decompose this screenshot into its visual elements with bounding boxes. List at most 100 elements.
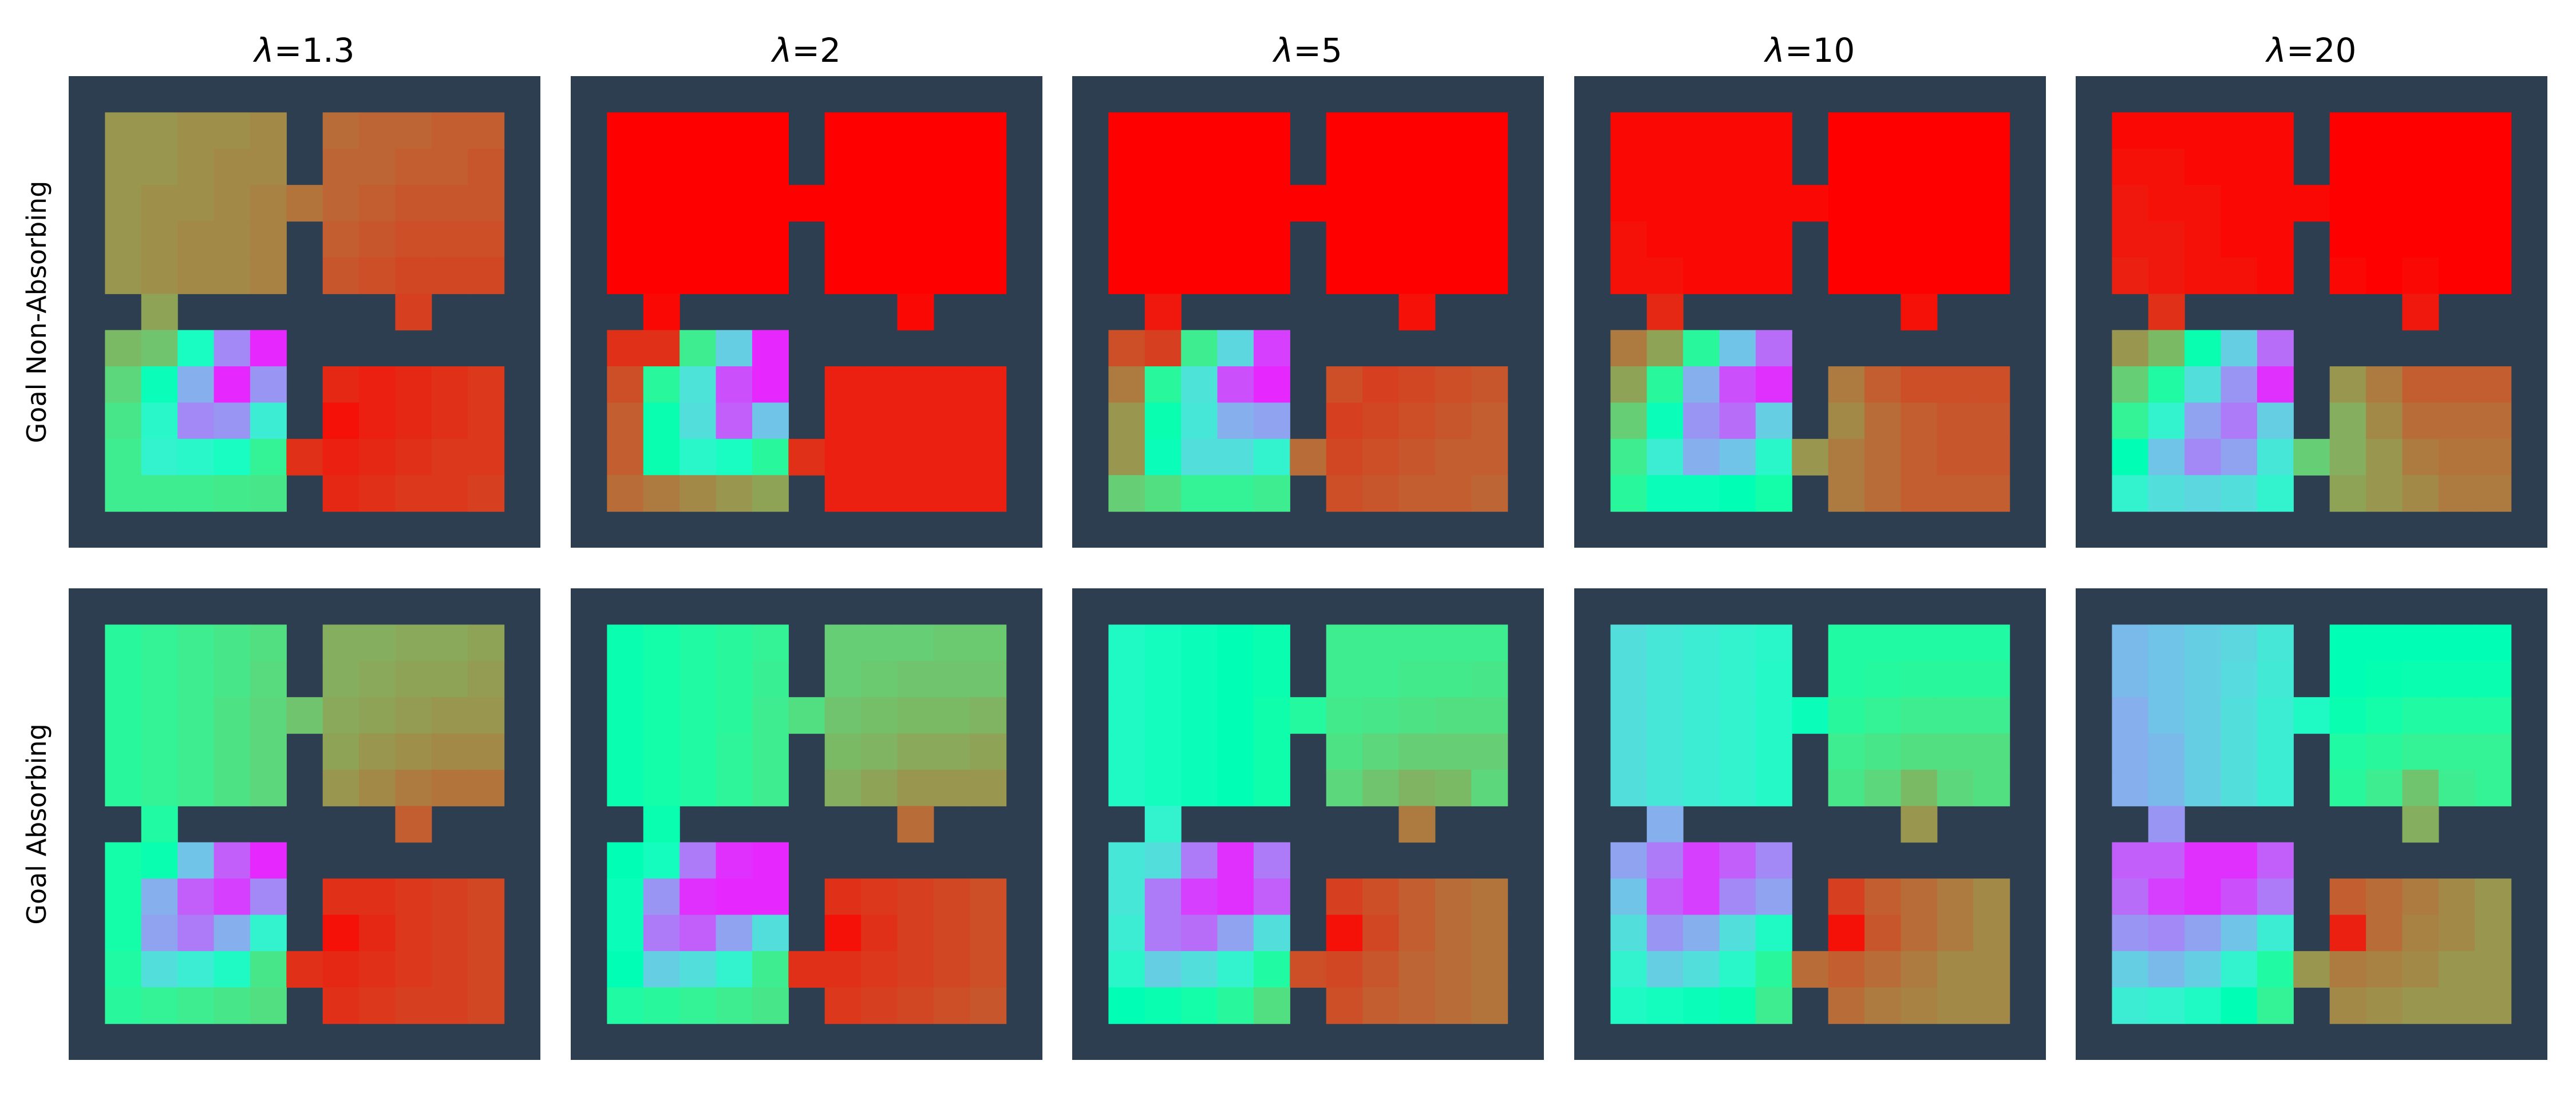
column-title: λ=20 [2265, 31, 2357, 70]
heatmap-cell [1108, 697, 1145, 734]
heatmap-cell [1719, 330, 1756, 367]
heatmap-cell [824, 148, 862, 185]
heatmap-cell [2329, 148, 2366, 185]
heatmap-panel [2076, 588, 2547, 1060]
heatmap-cell [1253, 624, 1290, 662]
heatmap-cell [824, 438, 862, 476]
heatmap-cell [897, 438, 934, 476]
heatmap-cell [2402, 915, 2439, 952]
heatmap-cell [214, 221, 251, 258]
heatmap-cell [1828, 438, 1865, 476]
heatmap-cell [1398, 402, 1436, 440]
heatmap-cell [1144, 257, 1182, 294]
row-labels: Goal Non-Absorbing Goal Absorbing [21, 181, 52, 925]
heatmap-cell [643, 697, 680, 734]
heatmap-cell [1828, 915, 1865, 952]
heatmap-cell [2366, 769, 2403, 806]
heatmap-cell [2402, 366, 2439, 403]
heatmap-cell [359, 438, 396, 476]
heatmap-cell [1217, 475, 1254, 512]
heatmap-cell [1253, 148, 1290, 185]
heatmap-cell [752, 475, 789, 512]
heatmap-cell [2184, 438, 2222, 476]
heatmap-cell [1937, 733, 1974, 770]
heatmap-cell [177, 697, 215, 734]
heatmap-cell [824, 660, 862, 698]
heatmap-cell [1144, 438, 1182, 476]
heatmap-cell [286, 697, 323, 734]
heatmap-cell [1719, 475, 1756, 512]
heatmap-cell [141, 842, 178, 879]
heatmap-cell [1755, 330, 1792, 367]
heatmap-cell [2184, 402, 2222, 440]
heatmap-cell [643, 438, 680, 476]
heatmap-cell [2293, 951, 2330, 988]
heatmap-cell [861, 475, 898, 512]
heatmap-cell [1646, 987, 1684, 1024]
heatmap-cell [1646, 438, 1684, 476]
column-title-greek: λ [1764, 31, 1785, 70]
heatmap-cell [2475, 475, 2512, 512]
heatmap-cell [1901, 915, 1938, 952]
heatmap-cell [970, 475, 1007, 512]
heatmap-cell [250, 148, 287, 185]
heatmap-cell [2184, 475, 2222, 512]
heatmap-cell [1362, 475, 1400, 512]
heatmap-cell [1181, 987, 1218, 1024]
heatmap-cell [214, 257, 251, 294]
heatmap-cell [1362, 769, 1400, 806]
heatmap-cell [2112, 915, 2149, 952]
heatmap-cell [2438, 878, 2475, 916]
heatmap-cell [2221, 733, 2258, 770]
heatmap-cell [752, 733, 789, 770]
heatmap-cell [468, 257, 505, 294]
heatmap-cell [1755, 475, 1792, 512]
heatmap-cell [1901, 987, 1938, 1024]
heatmap-cell [1362, 112, 1400, 149]
heatmap-cell [431, 475, 468, 512]
heatmap-cell [214, 769, 251, 806]
heatmap-cell [395, 951, 432, 988]
heatmap-cell [2184, 915, 2222, 952]
heatmap-cell [1398, 660, 1436, 698]
heatmap-cell [1719, 915, 1756, 952]
heatmap-cell [1719, 221, 1756, 258]
heatmap-cell [322, 112, 359, 149]
heatmap-cell [1864, 257, 1902, 294]
heatmap-cell [1181, 878, 1218, 916]
heatmap-cell [105, 221, 142, 258]
heatmap-cell [1181, 697, 1218, 734]
heatmap-cell [752, 330, 789, 367]
heatmap-cell [214, 987, 251, 1024]
heatmap-cell [643, 915, 680, 952]
heatmap-cell [1217, 112, 1254, 149]
heatmap-cell [1108, 660, 1145, 698]
heatmap-cell [395, 294, 432, 331]
heatmap-cell [359, 878, 396, 916]
heatmap-cell [824, 915, 862, 952]
heatmap-cell [2475, 221, 2512, 258]
heatmap-cell [716, 660, 753, 698]
heatmap-cell [861, 878, 898, 916]
heatmap-cell [1683, 438, 1720, 476]
heatmap-cell [1398, 915, 1436, 952]
heatmap-cell [177, 624, 215, 662]
heatmap-cell [1471, 257, 1508, 294]
heatmap-cell [2112, 842, 2149, 879]
heatmap-cell [1326, 185, 1363, 222]
heatmap-cell [1610, 475, 1647, 512]
heatmap-cell [1973, 987, 2010, 1024]
heatmap-cell [1290, 697, 1327, 734]
heatmap-cell [177, 402, 215, 440]
heatmap-cell [752, 366, 789, 403]
heatmap-cell [2402, 148, 2439, 185]
heatmap-cell [2257, 257, 2294, 294]
heatmap-cell [1398, 294, 1436, 331]
heatmap-cell [468, 951, 505, 988]
heatmap-cell [679, 878, 717, 916]
heatmap-cell [1901, 185, 1938, 222]
heatmap-cell [1755, 878, 1792, 916]
heatmap-cell [2475, 660, 2512, 698]
heatmap-cell [824, 624, 862, 662]
heatmap-cell [359, 660, 396, 698]
